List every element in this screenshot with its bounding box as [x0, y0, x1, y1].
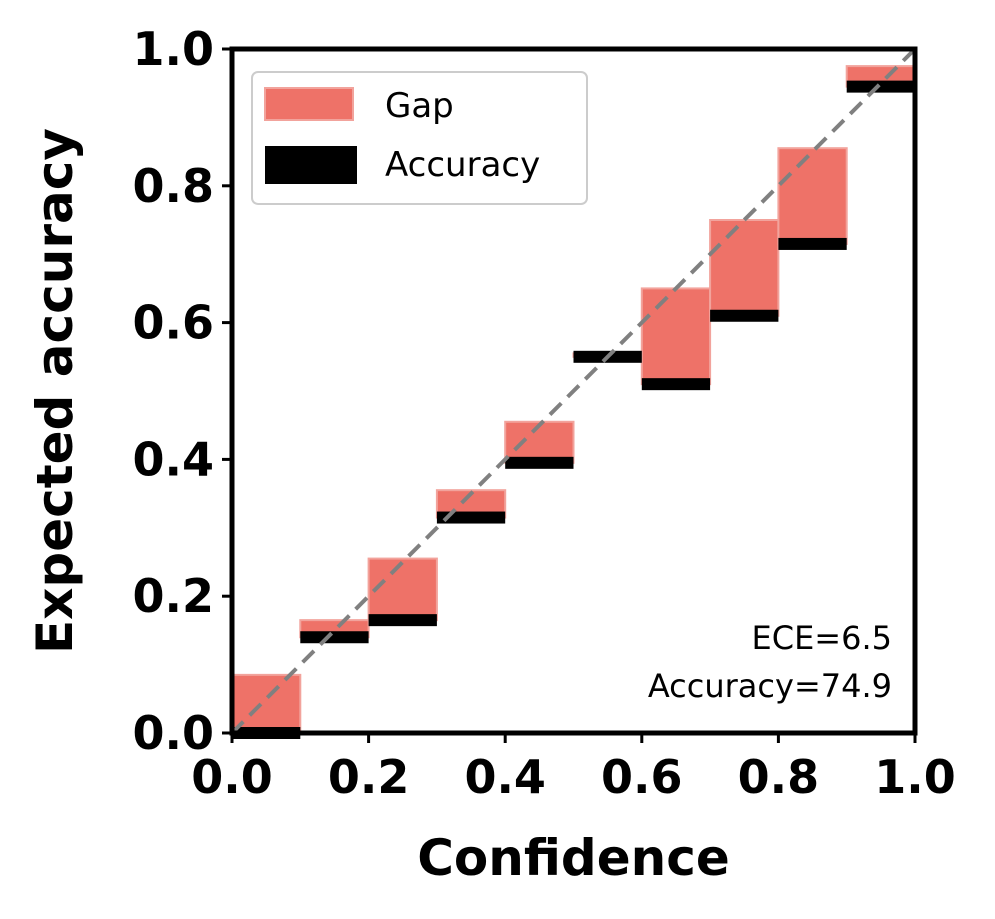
- gap-bar-6: [640, 287, 712, 386]
- accuracy-bars: [232, 80, 915, 739]
- y-tick-label-1: 0.2: [133, 569, 215, 623]
- accuracy-bar-8: [778, 237, 847, 250]
- accuracy-bar-4: [505, 456, 574, 469]
- accuracy-bar-6: [641, 378, 711, 391]
- gap-bar-2: [367, 557, 438, 622]
- y-tick-label-0: 0.0: [133, 706, 215, 760]
- legend-swatch-accuracy: [265, 146, 357, 184]
- legend-swatch-gap: [264, 87, 354, 121]
- axis-ticks: 0.0 0.2 0.4 0.6 0.8 1.0 0.0 0.2 0.4 0.6 0.8 1.0: [133, 22, 956, 804]
- accuracy-bar-9: [846, 80, 915, 93]
- accuracy-bar-2: [368, 614, 437, 627]
- legend-label-gap: Gap: [385, 86, 454, 126]
- gap-bar-8: [777, 147, 848, 245]
- x-tick-label-2: 0.4: [464, 750, 546, 804]
- y-tick-label-5: 1.0: [133, 22, 215, 76]
- ece-annotation: ECE=6.5: [752, 619, 892, 657]
- legend-label-accuracy: Accuracy: [385, 145, 540, 185]
- legend: Gap Accuracy: [251, 71, 588, 205]
- y-tick-label-2: 0.4: [133, 432, 215, 486]
- x-axis-label: Confidence: [417, 829, 730, 887]
- x-tick-label-1: 0.2: [328, 750, 410, 804]
- gap-bar-7: [709, 219, 780, 317]
- accuracy-annotation: Accuracy=74.9: [648, 667, 892, 705]
- x-tick-label-4: 0.8: [738, 750, 820, 804]
- plot-frame: [229, 46, 918, 736]
- accuracy-bar-7: [710, 309, 779, 322]
- y-axis-label: Expected accuracy: [26, 128, 84, 654]
- perfect-calibration-line: [230, 47, 917, 735]
- accuracy-bar-1: [300, 631, 369, 644]
- x-tick-label-5: 1.0: [874, 750, 956, 804]
- x-tick-label-0: 0.0: [191, 750, 273, 804]
- accuracy-bar-3: [436, 511, 506, 524]
- x-tick-label-3: 0.6: [601, 750, 683, 804]
- y-tick-label-4: 0.8: [133, 159, 215, 213]
- y-tick-label-3: 0.6: [133, 296, 215, 350]
